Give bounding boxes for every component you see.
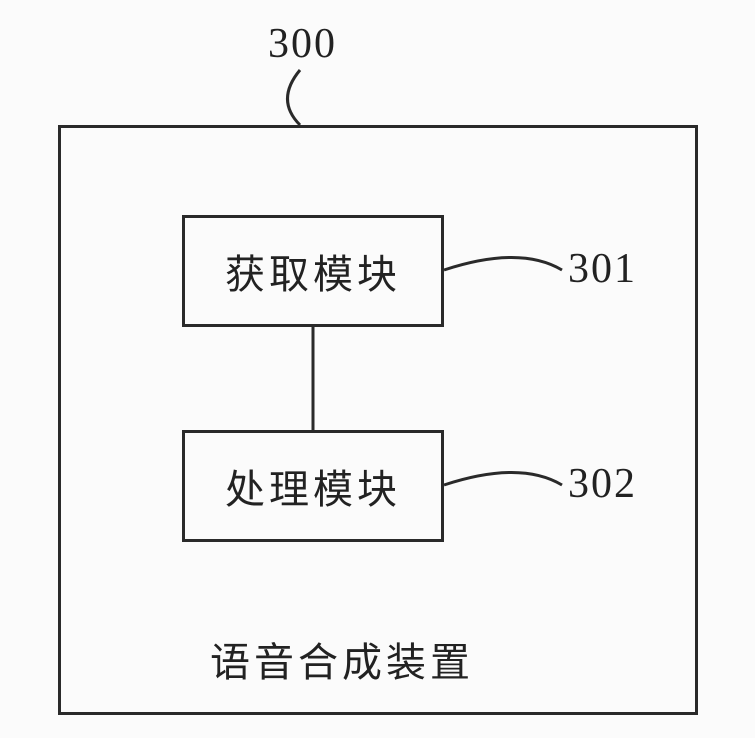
reference-numeral-300: 300 [268,20,337,68]
module-label-acquire: 获取模块 [225,242,401,300]
reference-numeral-302: 302 [568,460,637,508]
module-box-process: 处理模块 [182,430,444,542]
reference-numeral-301: 301 [568,245,637,293]
module-label-process: 处理模块 [225,457,401,515]
module-box-acquire: 获取模块 [182,215,444,327]
leader-300 [288,70,301,125]
diagram-canvas: 获取模块 处理模块 语音合成装置 300 301 302 [0,0,755,738]
diagram-title: 语音合成装置 [210,630,474,688]
outer-container-box [58,125,698,715]
